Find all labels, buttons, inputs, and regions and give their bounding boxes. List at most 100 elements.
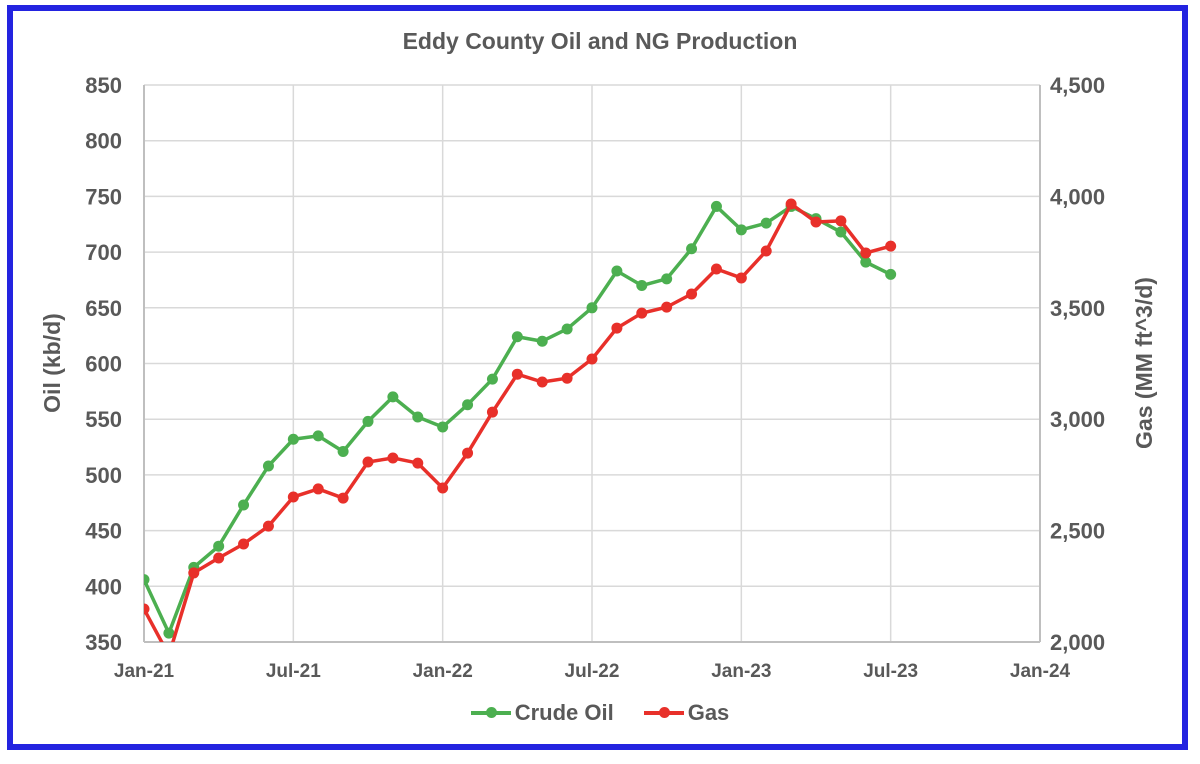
data-point <box>636 307 648 319</box>
svg-text:Jul-21: Jul-21 <box>266 661 321 682</box>
data-point <box>536 335 548 347</box>
svg-text:Jul-23: Jul-23 <box>863 661 918 682</box>
y-axis-right-label: Gas (MM ft^3/d) <box>1131 277 1157 449</box>
legend-label: Crude Oil <box>514 700 614 725</box>
data-series <box>144 198 897 661</box>
data-point <box>810 216 822 228</box>
data-point <box>835 226 847 238</box>
svg-text:850: 850 <box>85 73 122 98</box>
gas-line-marker-icon <box>643 707 684 718</box>
data-point <box>238 499 250 511</box>
data-point <box>885 268 897 280</box>
data-point <box>337 446 349 458</box>
legend-item-gas[interactable]: Gas <box>643 700 730 726</box>
data-point <box>561 372 573 384</box>
data-point <box>312 483 324 495</box>
svg-text:600: 600 <box>85 352 122 377</box>
svg-text:Jan-23: Jan-23 <box>711 661 771 682</box>
data-point <box>262 460 274 472</box>
data-point <box>486 406 498 418</box>
data-point <box>437 482 449 494</box>
svg-text:650: 650 <box>85 296 122 321</box>
data-point <box>312 430 324 442</box>
legend-item-crude-oil[interactable]: Crude Oil <box>470 700 614 726</box>
svg-text:4,000: 4,000 <box>1050 184 1105 209</box>
y-axis-left-label: Oil (kb/d) <box>39 313 65 413</box>
data-point <box>760 245 772 257</box>
chart-frame <box>7 5 1188 750</box>
data-point <box>412 457 424 469</box>
svg-text:500: 500 <box>85 463 122 488</box>
data-point <box>860 247 872 259</box>
data-point <box>835 215 847 227</box>
svg-text:700: 700 <box>85 240 122 265</box>
data-point <box>337 492 349 504</box>
data-point <box>362 415 374 427</box>
data-point <box>710 263 722 275</box>
svg-text:2,000: 2,000 <box>1050 630 1105 655</box>
data-point <box>785 198 797 210</box>
data-point <box>462 447 474 459</box>
svg-text:Jan-24: Jan-24 <box>1010 661 1071 682</box>
data-point <box>860 256 872 268</box>
data-point <box>760 217 772 229</box>
svg-text:800: 800 <box>85 129 122 154</box>
data-point <box>412 411 424 423</box>
chart-title: Eddy County Oil and NG Production <box>402 28 798 54</box>
data-point <box>287 491 299 503</box>
data-point <box>387 452 399 464</box>
y-axis-right-ticks: 2,000 2,500 3,000 3,500 4,000 4,500 <box>1050 73 1105 655</box>
data-point <box>586 302 598 314</box>
data-point <box>735 224 747 236</box>
svg-text:Jan-22: Jan-22 <box>413 661 473 682</box>
data-point <box>238 538 250 550</box>
data-point <box>486 373 498 385</box>
y-axis-left-ticks: 350 400 450 500 550 600 650 700 750 800 850 <box>85 73 122 655</box>
data-point <box>262 520 274 532</box>
svg-text:550: 550 <box>85 407 122 432</box>
data-point <box>287 433 299 445</box>
data-point <box>561 323 573 335</box>
data-point <box>611 265 623 277</box>
data-point <box>213 540 225 552</box>
data-point <box>387 391 399 403</box>
svg-text:350: 350 <box>85 630 122 655</box>
svg-text:3,500: 3,500 <box>1050 296 1105 321</box>
data-point <box>437 421 449 433</box>
data-point <box>885 240 897 252</box>
svg-text:450: 450 <box>85 519 122 544</box>
data-point <box>536 376 548 388</box>
data-point <box>188 567 200 579</box>
data-point <box>586 353 598 365</box>
data-point <box>511 331 523 343</box>
data-point <box>511 368 523 380</box>
data-point <box>686 243 698 255</box>
data-point <box>462 399 474 411</box>
data-point <box>661 301 673 313</box>
svg-text:3,000: 3,000 <box>1050 407 1105 432</box>
data-point <box>144 574 150 586</box>
data-point <box>686 288 698 300</box>
data-point <box>611 322 623 334</box>
data-point <box>144 603 150 615</box>
data-point <box>735 272 747 284</box>
svg-text:2,500: 2,500 <box>1050 519 1105 544</box>
svg-text:4,500: 4,500 <box>1050 73 1105 98</box>
svg-text:Jul-22: Jul-22 <box>565 661 620 682</box>
data-point <box>636 280 648 292</box>
data-point <box>213 552 225 564</box>
data-point <box>362 456 374 468</box>
svg-text:400: 400 <box>85 574 122 599</box>
data-point <box>710 200 722 212</box>
svg-text:750: 750 <box>85 184 122 209</box>
crude-oil-line-marker-icon <box>470 707 511 718</box>
series-gas <box>144 198 897 661</box>
svg-text:Jan-21: Jan-21 <box>114 661 175 682</box>
data-point <box>661 273 673 285</box>
data-point <box>163 627 175 639</box>
legend-label: Gas <box>687 700 730 725</box>
legend: Crude Oil Gas <box>0 700 1200 726</box>
data-point <box>163 650 174 661</box>
x-axis-ticks: Jan-21 Jul-21 Jan-22 Jul-22 Jan-23 Jul-23 Jan-… <box>114 661 1071 682</box>
